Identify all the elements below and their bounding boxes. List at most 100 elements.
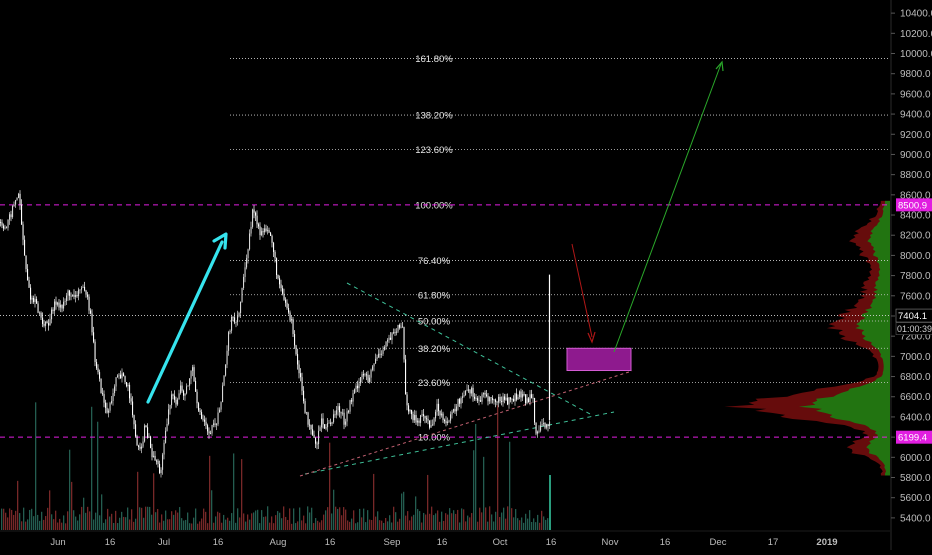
volume-bar xyxy=(203,508,205,530)
volume-bar xyxy=(539,522,541,530)
volume-bar xyxy=(479,507,481,530)
volume-bar xyxy=(247,514,249,530)
candle-body xyxy=(130,398,132,402)
volume-bar xyxy=(63,515,65,530)
candle-body xyxy=(76,294,78,297)
candle-body xyxy=(151,448,153,458)
candle-body xyxy=(214,423,216,425)
candle-body xyxy=(156,460,158,462)
volume-bar xyxy=(507,506,509,530)
candle-body xyxy=(546,424,548,428)
candle-body xyxy=(102,393,104,395)
candle-body xyxy=(24,239,26,256)
candle-body xyxy=(439,410,441,416)
x-tick-label: 16 xyxy=(325,537,336,548)
candle-body xyxy=(225,364,227,376)
candle-body xyxy=(300,373,302,378)
candle-body xyxy=(9,214,11,220)
volume-bar xyxy=(127,507,129,530)
candle-body xyxy=(96,362,98,369)
candle-body xyxy=(91,313,93,333)
volume-bar xyxy=(149,506,151,530)
volume-bar xyxy=(175,510,177,530)
candle-body xyxy=(387,339,389,342)
candle-body xyxy=(132,401,134,416)
volume-bar xyxy=(415,496,417,530)
projection-line xyxy=(299,370,633,477)
candle-body xyxy=(390,337,392,340)
volume-bar xyxy=(303,515,305,530)
candle-body xyxy=(180,385,182,394)
fib-levels: 161.80% 138.20% 123.60% 100.00% 76.40% 61.80%… xyxy=(0,54,890,444)
volume-bar xyxy=(325,510,327,530)
annotations xyxy=(146,60,724,404)
candle-body xyxy=(340,412,342,414)
volume-bar xyxy=(201,518,203,530)
candle-body xyxy=(117,375,119,378)
volume-bar xyxy=(353,510,355,530)
candle-body xyxy=(232,316,234,318)
volume-bar xyxy=(191,523,193,530)
volume-bar xyxy=(77,520,79,530)
candle-body xyxy=(334,414,336,416)
fib-label: 123.60% xyxy=(415,145,453,156)
candle-body xyxy=(199,410,201,413)
volume-bar xyxy=(91,406,93,530)
candle-body xyxy=(538,430,540,432)
volume-bar xyxy=(401,493,403,530)
volume-bar xyxy=(489,506,491,530)
candle-body xyxy=(517,397,519,400)
candle-body xyxy=(120,374,122,379)
volume-bar xyxy=(299,507,301,530)
candle-body xyxy=(81,287,83,290)
volume-bar xyxy=(65,523,67,530)
volume-bar xyxy=(431,506,433,530)
candle-body xyxy=(481,394,483,402)
candle-body xyxy=(331,422,333,424)
volume-bar xyxy=(207,523,209,530)
volume-bar xyxy=(543,516,545,530)
candle-body xyxy=(541,424,543,426)
candle-body xyxy=(177,399,179,405)
candle-body xyxy=(420,415,422,423)
candle-body xyxy=(159,463,161,473)
candle-body xyxy=(84,286,86,291)
candle-body xyxy=(165,430,167,443)
candle-body xyxy=(145,425,147,428)
candle-body xyxy=(171,394,173,406)
volume-bar xyxy=(379,520,381,530)
volume-bar xyxy=(3,508,5,530)
volume-bar xyxy=(545,519,547,530)
candle-body xyxy=(228,332,230,351)
volume-bar xyxy=(193,517,195,530)
candle-body xyxy=(424,415,426,419)
volume-bar xyxy=(459,522,461,530)
candle-body xyxy=(463,395,465,397)
candle-body xyxy=(274,251,276,259)
candle-body xyxy=(55,301,57,305)
candle-body xyxy=(247,249,249,259)
candle-body xyxy=(532,397,534,399)
candle-body xyxy=(12,206,14,218)
candle-body xyxy=(123,373,125,377)
volume-bar xyxy=(395,512,397,530)
volume-bar xyxy=(359,508,361,530)
candle-body xyxy=(244,267,246,277)
y-tick-label: 6600.0 xyxy=(900,392,931,403)
y-tick-label: 7600.0 xyxy=(900,291,931,302)
fib-label: 100.00% xyxy=(415,200,453,211)
candle-body xyxy=(64,301,66,302)
volume-bar xyxy=(411,516,413,530)
candle-body xyxy=(361,374,363,378)
volume-bar xyxy=(295,523,297,530)
fib-label: 38.20% xyxy=(418,344,451,355)
volume-bar xyxy=(289,508,291,530)
volume-bar xyxy=(499,517,501,530)
candle-body xyxy=(138,445,140,447)
volume-bar xyxy=(213,522,215,530)
volume-bar xyxy=(427,474,429,530)
candle-body xyxy=(3,225,5,229)
x-tick-label: 17 xyxy=(768,537,779,548)
